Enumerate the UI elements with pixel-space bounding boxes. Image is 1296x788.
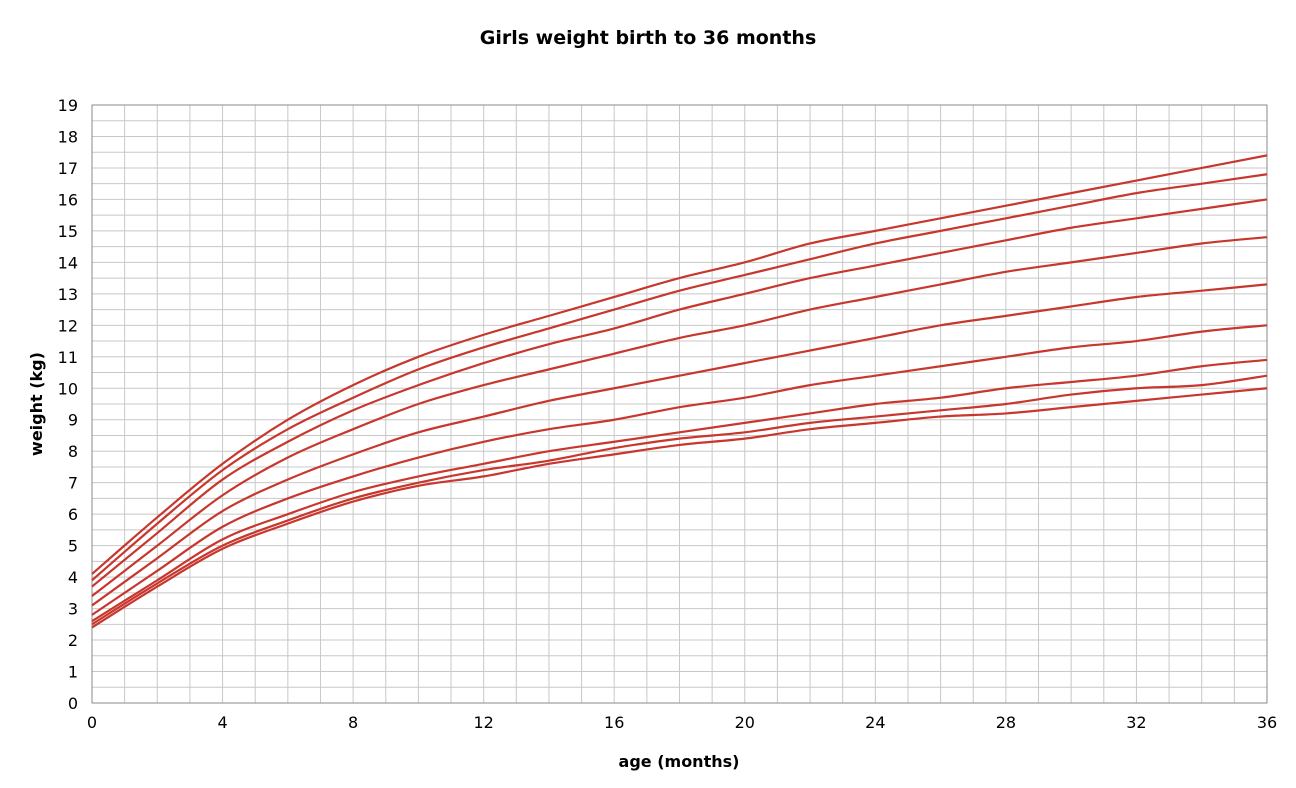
series-line-5 xyxy=(91,283,1268,607)
y-tick-label: 0 xyxy=(68,694,78,713)
series-line-2 xyxy=(91,374,1268,626)
y-tick-label: 14 xyxy=(58,253,78,272)
x-tick-label: 28 xyxy=(996,713,1016,732)
y-tick-label: 18 xyxy=(58,127,78,146)
x-tick-label: 0 xyxy=(87,713,97,732)
series-line-6 xyxy=(91,236,1268,597)
y-tick-label: 12 xyxy=(58,316,78,335)
y-tick-label: 11 xyxy=(58,348,78,367)
series-line-7 xyxy=(91,198,1268,588)
x-tick-label: 24 xyxy=(865,713,885,732)
x-tick-label: 8 xyxy=(348,713,358,732)
series-layer xyxy=(91,154,1268,629)
x-axis-label: age (months) xyxy=(619,752,740,771)
grid xyxy=(91,104,1268,704)
tick-labels: 0 4 8 12 16 20 24 28 32 3601234567891011121314151… xyxy=(58,96,1278,732)
y-tick-label: 15 xyxy=(58,222,78,241)
plot-frame xyxy=(91,104,1268,704)
y-tick-label: 2 xyxy=(68,631,78,650)
y-tick-label: 1 xyxy=(68,663,78,682)
x-tick-label: 4 xyxy=(217,713,227,732)
x-tick-label: 20 xyxy=(735,713,755,732)
series-line-4 xyxy=(91,324,1268,616)
x-tick-label: 12 xyxy=(473,713,493,732)
y-tick-label: 3 xyxy=(68,600,78,619)
y-tick-label: 9 xyxy=(68,411,78,430)
y-tick-label: 13 xyxy=(58,285,78,304)
series-line-9 xyxy=(91,154,1268,575)
y-tick-label: 7 xyxy=(68,474,78,493)
x-tick-label: 32 xyxy=(1126,713,1146,732)
y-tick-label: 17 xyxy=(58,159,78,178)
series-line-8 xyxy=(91,173,1268,582)
y-tick-label: 6 xyxy=(68,505,78,524)
x-tick-label: 36 xyxy=(1257,713,1277,732)
x-tick-label: 16 xyxy=(604,713,624,732)
y-tick-label: 10 xyxy=(58,379,78,398)
y-tick-label: 4 xyxy=(68,568,78,587)
series-line-3 xyxy=(91,358,1268,623)
series-line-1 xyxy=(91,387,1268,629)
y-tick-label: 19 xyxy=(58,96,78,115)
y-axis-label: weight (kg) xyxy=(27,352,46,456)
chart-title: Girls weight birth to 36 months xyxy=(479,27,817,49)
y-tick-label: 8 xyxy=(68,442,78,461)
y-tick-label: 16 xyxy=(58,190,78,209)
y-tick-label: 5 xyxy=(68,537,78,556)
